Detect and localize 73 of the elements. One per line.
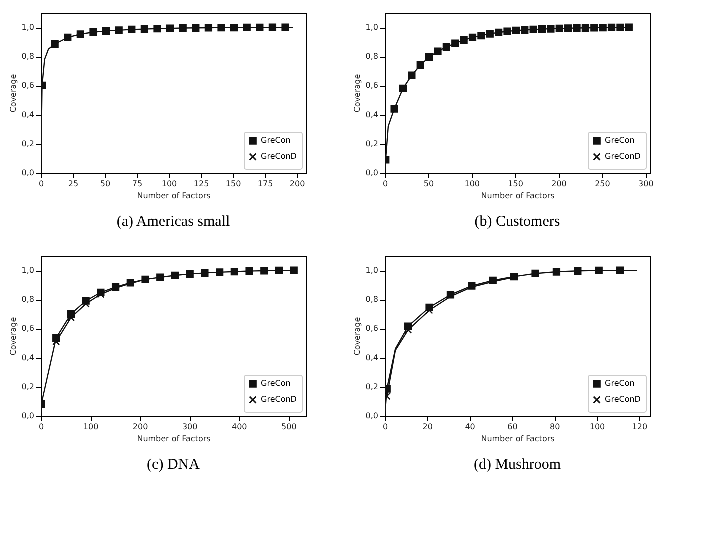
y-tick-label: 1,0: [366, 266, 378, 276]
legend-label: GreCon: [605, 136, 635, 145]
x-tick-label: 0: [38, 180, 44, 188]
legend-label: GreConD: [261, 152, 297, 161]
x-tick-label: 20: [422, 422, 433, 432]
y-tick-label: 0,8: [366, 295, 378, 304]
x-tick-label: 75: [132, 180, 143, 188]
x-axis-title: Number of Factors: [481, 192, 555, 200]
x-tick-label: 150: [508, 180, 524, 188]
y-tick-label: 0,2: [22, 139, 34, 148]
y-axis-title: Coverage: [8, 74, 18, 113]
y-tick-label: 0,6: [22, 81, 34, 90]
y-tick-label: 0,2: [366, 382, 378, 392]
y-axis-title: Coverage: [352, 317, 362, 356]
x-tick-label: 175: [258, 180, 274, 188]
y-tick-label: 0,8: [22, 52, 34, 62]
text: (b) Customers: [474, 214, 560, 230]
x-tick-label: 50: [100, 180, 111, 188]
y-tick-label: 1,0: [22, 23, 34, 32]
y-tick-label: 1,0: [22, 266, 34, 276]
x-tick-label: 300: [182, 422, 198, 432]
x-axis-title: Number of Factors: [481, 434, 555, 444]
y-tick-label: 0,2: [366, 139, 378, 148]
y-axis-title: Coverage: [352, 74, 362, 113]
legend-label: GreConD: [605, 152, 641, 161]
text: (c) DNA: [147, 457, 200, 473]
text: (a) Americas small: [116, 214, 230, 230]
y-tick-label: 0,4: [366, 110, 378, 120]
x-tick-label: 200: [290, 180, 306, 188]
legend-label: GreConD: [605, 395, 641, 404]
x-tick-label: 200: [132, 422, 148, 432]
x-tick-label: 500: [282, 422, 297, 432]
y-tick-label: 0,0: [366, 412, 378, 420]
x-tick-label: 100: [83, 422, 99, 432]
x-tick-label: 80: [550, 422, 560, 432]
x-tick-label: 100: [464, 180, 480, 188]
x-tick-label: 100: [162, 180, 178, 188]
legend-label: GreCon: [261, 379, 291, 388]
text: (d) Mushroom: [474, 457, 562, 473]
y-axis-title: Coverage: [8, 317, 18, 356]
x-axis-title: Number of Factors: [137, 434, 211, 444]
legend-label: GreCon: [261, 136, 291, 145]
x-tick-label: 0: [38, 422, 44, 432]
x-tick-label: 125: [194, 180, 210, 188]
legend-label: GreConD: [261, 395, 297, 404]
y-tick-label: 0,4: [22, 353, 34, 362]
x-tick-label: 400: [232, 422, 248, 432]
x-tick-label: 60: [508, 422, 518, 432]
y-tick-label: 0,4: [22, 110, 34, 120]
x-tick-label: 25: [68, 180, 79, 188]
x-tick-label: 0: [382, 422, 388, 432]
x-tick-label: 40: [465, 422, 476, 432]
y-tick-label: 0,4: [366, 353, 378, 362]
x-tick-label: 120: [632, 422, 648, 432]
legend-label: GreCon: [605, 379, 635, 388]
x-tick-label: 200: [552, 180, 567, 188]
y-tick-label: 0,6: [366, 81, 378, 90]
x-tick-label: 250: [595, 180, 610, 188]
x-tick-label: 100: [590, 422, 606, 432]
y-tick-label: 0,2: [22, 382, 34, 392]
y-tick-label: 0,0: [366, 168, 378, 178]
y-tick-label: 0,8: [22, 295, 34, 304]
y-tick-label: 0,6: [366, 324, 378, 334]
y-tick-label: 1,0: [366, 23, 378, 32]
y-tick-label: 0,8: [366, 52, 378, 62]
x-tick-label: 150: [226, 180, 242, 188]
x-tick-label: 300: [638, 180, 654, 188]
x-tick-label: 0: [382, 180, 388, 188]
x-tick-label: 50: [424, 180, 434, 188]
y-tick-label: 0,0: [22, 168, 34, 178]
y-tick-label: 0,6: [22, 324, 34, 334]
x-axis-title: Number of Factors: [137, 192, 211, 200]
y-tick-label: 0,0: [22, 412, 34, 420]
